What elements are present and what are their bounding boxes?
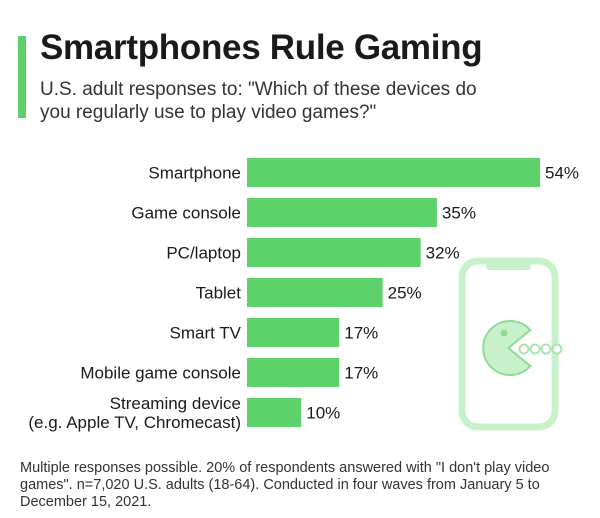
bar-chart: Smartphone 54% Game console 35% PC/laptop 32%… [28, 158, 579, 432]
value-label: 35% [442, 204, 476, 223]
value-label: 10% [306, 404, 340, 423]
footnote: Multiple responses possible. 20% of resp… [20, 460, 550, 510]
value-label: 17% [344, 364, 378, 383]
category-label: Mobile game console [80, 364, 241, 383]
bar [247, 198, 437, 227]
chart-subtitle: U.S. adult responses to: "Which of these… [40, 79, 477, 123]
smartphone-pacman-icon [458, 257, 563, 431]
pacman-eye [500, 329, 508, 337]
category-label: Game console [131, 204, 241, 223]
value-label: 25% [388, 284, 422, 303]
category-label: Smart TV [170, 324, 242, 343]
category-label: Tablet [196, 284, 242, 303]
bar [247, 358, 340, 387]
category-label: Streaming device (e.g. Apple TV, Chromeca… [28, 394, 241, 432]
bar [247, 158, 540, 187]
bar [247, 318, 340, 347]
value-label: 17% [344, 324, 378, 343]
pellet [518, 343, 530, 355]
pellet [551, 343, 563, 355]
value-label: 54% [545, 164, 579, 183]
category-label: PC/laptop [166, 244, 241, 263]
chart-title: Smartphones Rule Gaming [40, 28, 483, 67]
phone-speaker [486, 263, 531, 270]
category-label: Smartphone [148, 164, 241, 183]
pacman-shape [482, 320, 532, 376]
bar [247, 238, 421, 267]
bar [247, 398, 302, 427]
bar [247, 278, 383, 307]
title-accent-bar [18, 36, 26, 118]
pellet [540, 343, 552, 355]
pellet [529, 343, 541, 355]
value-label: 32% [426, 244, 460, 263]
